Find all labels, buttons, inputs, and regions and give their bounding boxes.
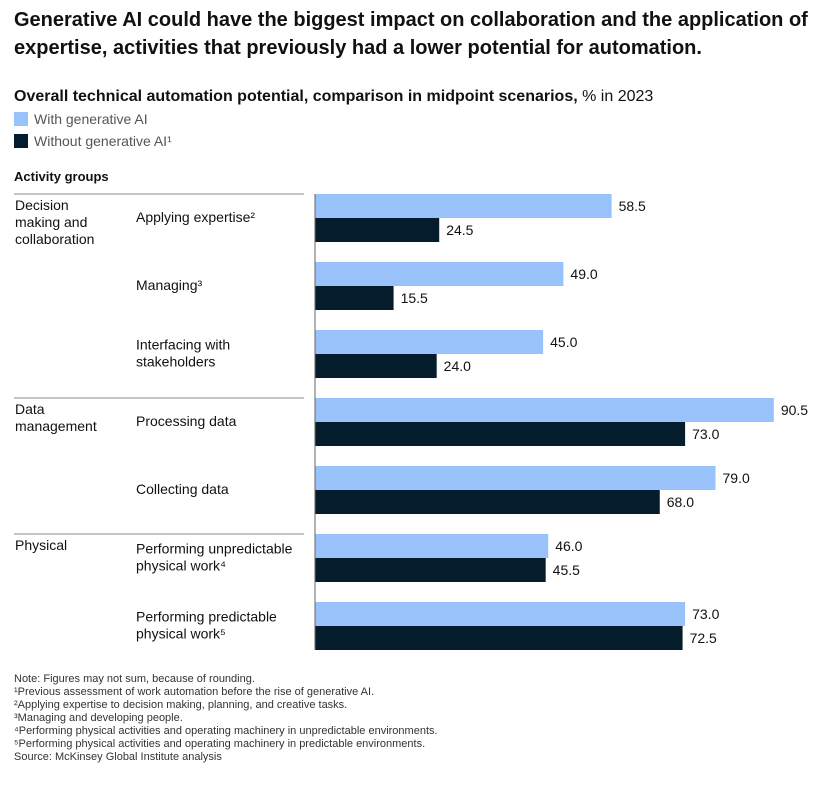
- footnote-source: Source: McKinsey Global Institute analys…: [14, 751, 222, 763]
- category-label: Performing predictable: [136, 609, 277, 625]
- bar-without-genai: [315, 422, 686, 446]
- footnote-note: Note: Figures may not sum, because of ro…: [14, 673, 255, 685]
- legend-swatch-without-genai: [14, 134, 28, 148]
- bar-with-genai: [315, 398, 774, 422]
- group-label: Physical: [15, 537, 67, 553]
- value-label-with-genai: 73.0: [692, 606, 719, 622]
- bar-with-genai: [315, 534, 549, 558]
- group-label: collaboration: [15, 231, 94, 247]
- legend-label-without-genai: Without generative AI¹: [34, 133, 172, 149]
- category-label: Interfacing with: [136, 337, 230, 353]
- legend-label-with-genai: With generative AI: [34, 111, 148, 127]
- bar-with-genai: [315, 194, 612, 218]
- category-label: physical work⁵: [136, 626, 226, 642]
- value-label-without-genai: 73.0: [692, 426, 719, 442]
- group-label: Data: [15, 401, 45, 417]
- legend-item-with-genai: With generative AI: [14, 111, 148, 127]
- footnote-4: ⁴Performing physical activities and oper…: [14, 725, 438, 737]
- value-label-with-genai: 79.0: [723, 470, 750, 486]
- bar-with-genai: [315, 602, 686, 626]
- bar-with-genai: [315, 330, 544, 354]
- bar-without-genai: [315, 626, 683, 650]
- category-label: Managing³: [136, 277, 202, 293]
- value-label-without-genai: 45.5: [553, 562, 580, 578]
- footnote-2: ²Applying expertise to decision making, …: [14, 699, 348, 711]
- value-label-without-genai: 24.5: [446, 222, 473, 238]
- category-label: stakeholders: [136, 354, 215, 370]
- value-label-without-genai: 15.5: [401, 290, 428, 306]
- bar-with-genai: [315, 262, 564, 286]
- bar-without-genai: [315, 286, 394, 310]
- value-label-with-genai: 45.0: [550, 334, 577, 350]
- value-label-with-genai: 58.5: [619, 198, 646, 214]
- value-label-without-genai: 72.5: [690, 630, 717, 646]
- bar-without-genai: [315, 558, 546, 582]
- footnote-1: ¹Previous assessment of work automation …: [14, 686, 375, 698]
- subtitle-bold: Overall technical automation potential, …: [14, 88, 578, 105]
- bar-with-genai: [315, 466, 716, 490]
- subtitle-unit: % in 2023: [577, 88, 654, 105]
- value-label-without-genai: 24.0: [444, 358, 471, 374]
- category-label: Applying expertise²: [136, 209, 255, 225]
- value-label-with-genai: 90.5: [781, 402, 808, 418]
- footnote-3: ³Managing and developing people.: [14, 712, 183, 724]
- legend-swatch-with-genai: [14, 112, 28, 126]
- group-label: making and: [15, 214, 87, 230]
- legend-item-without-genai: Without generative AI¹: [14, 133, 172, 149]
- footnote-5: ⁵Performing physical activities and oper…: [14, 738, 426, 750]
- activity-groups-header: Activity groups: [14, 169, 109, 184]
- category-label: Collecting data: [136, 481, 229, 497]
- value-label-with-genai: 49.0: [570, 266, 597, 282]
- chart-title: Generative AI could have the biggest imp…: [14, 9, 808, 59]
- category-label: Performing unpredictable: [136, 541, 293, 557]
- footnotes: Note: Figures may not sum, because of ro…: [14, 673, 438, 764]
- bar-without-genai: [315, 354, 437, 378]
- bar-without-genai: [315, 218, 440, 242]
- value-label-with-genai: 46.0: [555, 538, 582, 554]
- value-label-without-genai: 68.0: [667, 494, 694, 510]
- category-label: physical work⁴: [136, 558, 226, 574]
- group-label: management: [15, 418, 97, 434]
- bar-without-genai: [315, 490, 660, 514]
- group-label: Decision: [15, 197, 69, 213]
- chart-subtitle: Overall technical automation potential, …: [14, 87, 653, 107]
- category-label: Processing data: [136, 413, 237, 429]
